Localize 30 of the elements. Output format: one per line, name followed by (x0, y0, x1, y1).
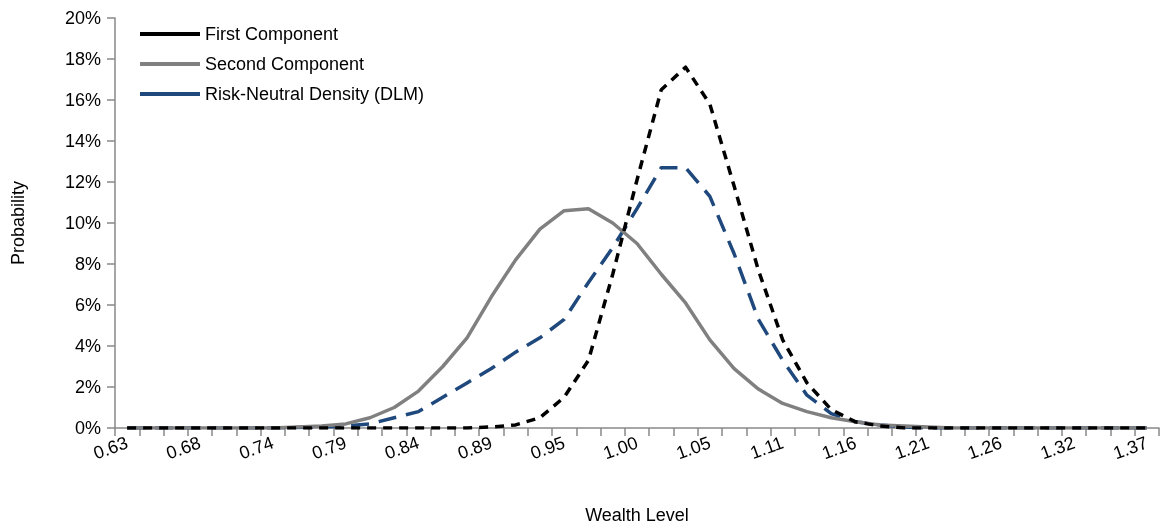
y-tick-label: 2% (74, 377, 101, 397)
x-tick-label: 0.84 (382, 432, 422, 464)
x-tick-label: 1.16 (819, 432, 859, 464)
y-tick-label: 16% (64, 90, 101, 110)
x-tick-label: 0.79 (309, 432, 350, 464)
legend-label: Risk-Neutral Density (DLM) (205, 84, 425, 104)
x-tick-label: 1.21 (891, 432, 932, 464)
x-tick-label: 1.26 (964, 432, 1005, 464)
y-axis-title: Probability (8, 180, 28, 266)
x-tick-label: 0.95 (527, 432, 568, 464)
x-tick-label: 1.00 (600, 432, 641, 464)
y-tick-label: 0% (74, 418, 101, 438)
y-tick-label: 10% (64, 213, 101, 233)
x-tick-label: 1.32 (1037, 432, 1078, 464)
x-tick-label: 0.89 (454, 432, 495, 464)
y-tick-label: 8% (74, 254, 101, 274)
y-tick-label: 20% (64, 8, 101, 28)
x-tick-label: 1.11 (747, 432, 787, 463)
y-tick-label: 14% (64, 131, 101, 151)
legend-label: Second Component (205, 54, 365, 74)
legend-label: First Component (205, 24, 339, 44)
y-tick-label: 18% (64, 49, 101, 69)
y-tick-label: 4% (74, 336, 101, 356)
y-tick-label: 12% (64, 172, 101, 192)
x-axis-title: Wealth Level (585, 505, 689, 525)
x-tick-label: 1.05 (673, 432, 714, 464)
x-tick-label: 0.68 (163, 432, 204, 464)
x-tick-label: 1.37 (1110, 432, 1151, 464)
x-tick-label: 0.74 (236, 432, 277, 464)
y-tick-label: 6% (74, 295, 101, 315)
